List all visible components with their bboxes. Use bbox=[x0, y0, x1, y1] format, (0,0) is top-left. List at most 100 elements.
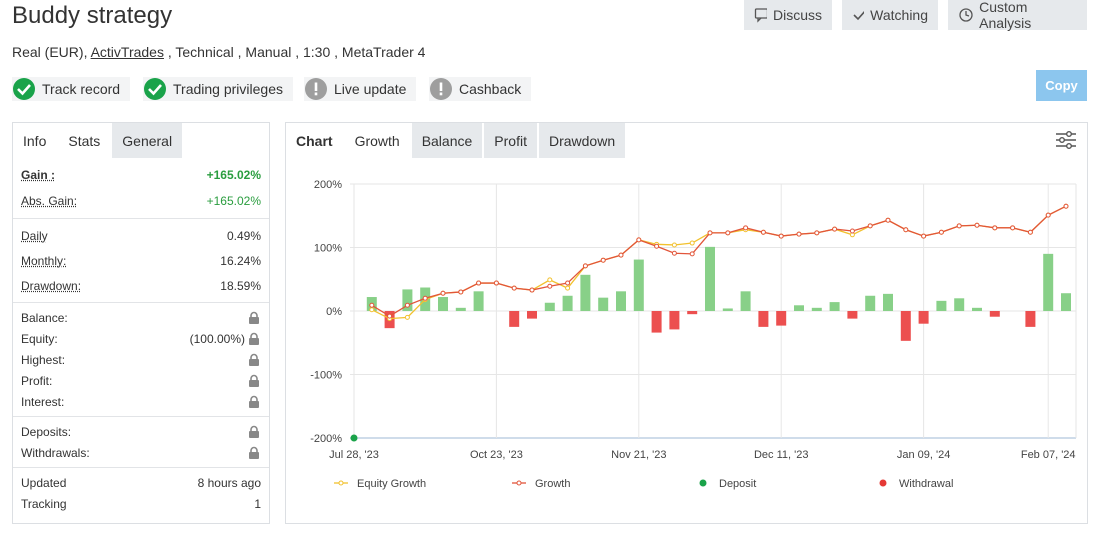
bar bbox=[598, 297, 609, 311]
stat-label: Withdrawals: bbox=[21, 445, 90, 460]
badge: Track record bbox=[12, 77, 131, 101]
x-tick-label: Feb 07, '24 bbox=[1021, 449, 1076, 461]
stats-group: Gain : +165.02% Abs. Gain: +165.02% bbox=[13, 158, 269, 219]
chart-tabs: Chart Growth Balance Profit Drawdown bbox=[286, 123, 1087, 158]
stat-label: Equity: bbox=[21, 331, 58, 346]
tab[interactable]: Profit bbox=[484, 123, 537, 158]
lock-icon bbox=[249, 332, 259, 345]
series-marker bbox=[885, 217, 891, 223]
tab[interactable]: Info bbox=[13, 123, 57, 158]
series-marker bbox=[440, 290, 446, 296]
stat-row: Daily 0.49% bbox=[21, 223, 261, 248]
bar bbox=[438, 297, 448, 311]
bar bbox=[580, 274, 591, 311]
stat-label: Profit: bbox=[21, 373, 53, 388]
tab[interactable]: Stats bbox=[58, 123, 111, 158]
series-marker bbox=[458, 289, 464, 295]
button-label: Custom Analysis bbox=[979, 0, 1032, 31]
series-marker bbox=[743, 225, 749, 231]
broker-link[interactable]: ActivTrades bbox=[90, 44, 164, 60]
bar bbox=[633, 259, 644, 311]
series-marker bbox=[974, 222, 980, 228]
bar bbox=[847, 311, 858, 319]
stat-value-text: (100.00%) bbox=[189, 331, 245, 346]
stat-value-text: 0.49% bbox=[226, 228, 261, 243]
bar bbox=[687, 311, 698, 315]
stat-label: Interest: bbox=[21, 394, 65, 409]
series-marker bbox=[707, 230, 713, 236]
series-marker bbox=[529, 287, 535, 293]
stat-row: Tracking 1 bbox=[21, 493, 261, 514]
stat-value: 18.59% bbox=[220, 279, 261, 293]
series-marker bbox=[1010, 225, 1016, 231]
stat-value-text: 18.59% bbox=[220, 278, 261, 293]
tab[interactable]: Growth bbox=[344, 123, 410, 158]
button[interactable]: Discuss bbox=[744, 0, 832, 30]
lock-icon bbox=[249, 374, 259, 387]
button-icon bbox=[959, 8, 973, 22]
series-marker bbox=[938, 229, 944, 235]
series-marker bbox=[404, 314, 410, 320]
series-marker bbox=[1063, 203, 1069, 209]
stat-row: Equity: (100.00%) bbox=[21, 328, 261, 349]
tab[interactable]: Chart bbox=[286, 123, 343, 158]
stat-label: Updated bbox=[21, 475, 67, 490]
y-tick-label: -100% bbox=[310, 370, 342, 382]
x-tick-label: Oct 23, '23 bbox=[470, 449, 523, 461]
settings-icon[interactable] bbox=[1055, 130, 1077, 150]
stat-value: 1 bbox=[254, 497, 261, 511]
badge: Cashback bbox=[429, 77, 532, 101]
series-marker bbox=[725, 230, 731, 236]
legend-marker bbox=[516, 480, 522, 486]
badge-label: Live update bbox=[334, 81, 407, 97]
series-marker bbox=[493, 280, 499, 286]
warning-icon bbox=[305, 78, 327, 100]
stat-row: Abs. Gain: +165.02% bbox=[21, 188, 261, 214]
tab[interactable]: General bbox=[112, 123, 183, 158]
check-icon bbox=[13, 78, 35, 100]
info-tabs: Info Stats General bbox=[13, 123, 269, 158]
series-marker bbox=[778, 233, 784, 239]
legend-marker bbox=[879, 479, 887, 487]
account-type: Real (EUR), bbox=[12, 44, 91, 60]
stat-row: Balance: bbox=[21, 307, 261, 328]
stat-label: Abs. Gain: bbox=[21, 194, 78, 208]
bar bbox=[776, 311, 787, 326]
copy-button[interactable]: Copy bbox=[1036, 70, 1087, 101]
stats-list: Gain : +165.02% Abs. Gain: +165.02% Daily 0.4… bbox=[13, 158, 269, 518]
series-point bbox=[350, 434, 358, 442]
badge-label: Cashback bbox=[459, 81, 522, 97]
series-marker bbox=[1027, 229, 1033, 235]
series-marker bbox=[476, 280, 482, 286]
button[interactable]: Watching bbox=[842, 0, 938, 30]
stat-value: 16.24% bbox=[220, 254, 261, 268]
bar bbox=[509, 311, 520, 327]
stat-value bbox=[247, 353, 261, 367]
bar bbox=[794, 305, 804, 311]
bar bbox=[1061, 293, 1071, 311]
lock-icon bbox=[249, 446, 259, 459]
button[interactable]: Custom Analysis bbox=[948, 0, 1087, 31]
bar bbox=[527, 311, 537, 319]
legend-label: Deposit bbox=[719, 478, 756, 490]
stat-label: Highest: bbox=[21, 352, 66, 367]
stat-label: Gain : bbox=[21, 168, 56, 182]
bar bbox=[544, 302, 555, 311]
warning-icon bbox=[430, 78, 452, 100]
tab[interactable]: Balance bbox=[411, 123, 483, 158]
badge: Live update bbox=[304, 77, 417, 101]
lock-icon bbox=[249, 353, 259, 366]
stat-value-text: 8 hours ago bbox=[197, 475, 261, 490]
stat-value: (100.00%) bbox=[190, 332, 261, 346]
bar bbox=[740, 291, 751, 311]
series-marker bbox=[671, 250, 677, 256]
series-marker bbox=[849, 228, 855, 234]
button-icon bbox=[754, 8, 767, 23]
series-marker bbox=[760, 229, 766, 235]
tab[interactable]: Drawdown bbox=[538, 123, 626, 158]
title: Buddy strategy bbox=[12, 2, 173, 29]
stat-value-text: +165.02% bbox=[206, 168, 261, 182]
stat-row: Deposits: bbox=[21, 421, 261, 442]
bar bbox=[829, 302, 840, 311]
